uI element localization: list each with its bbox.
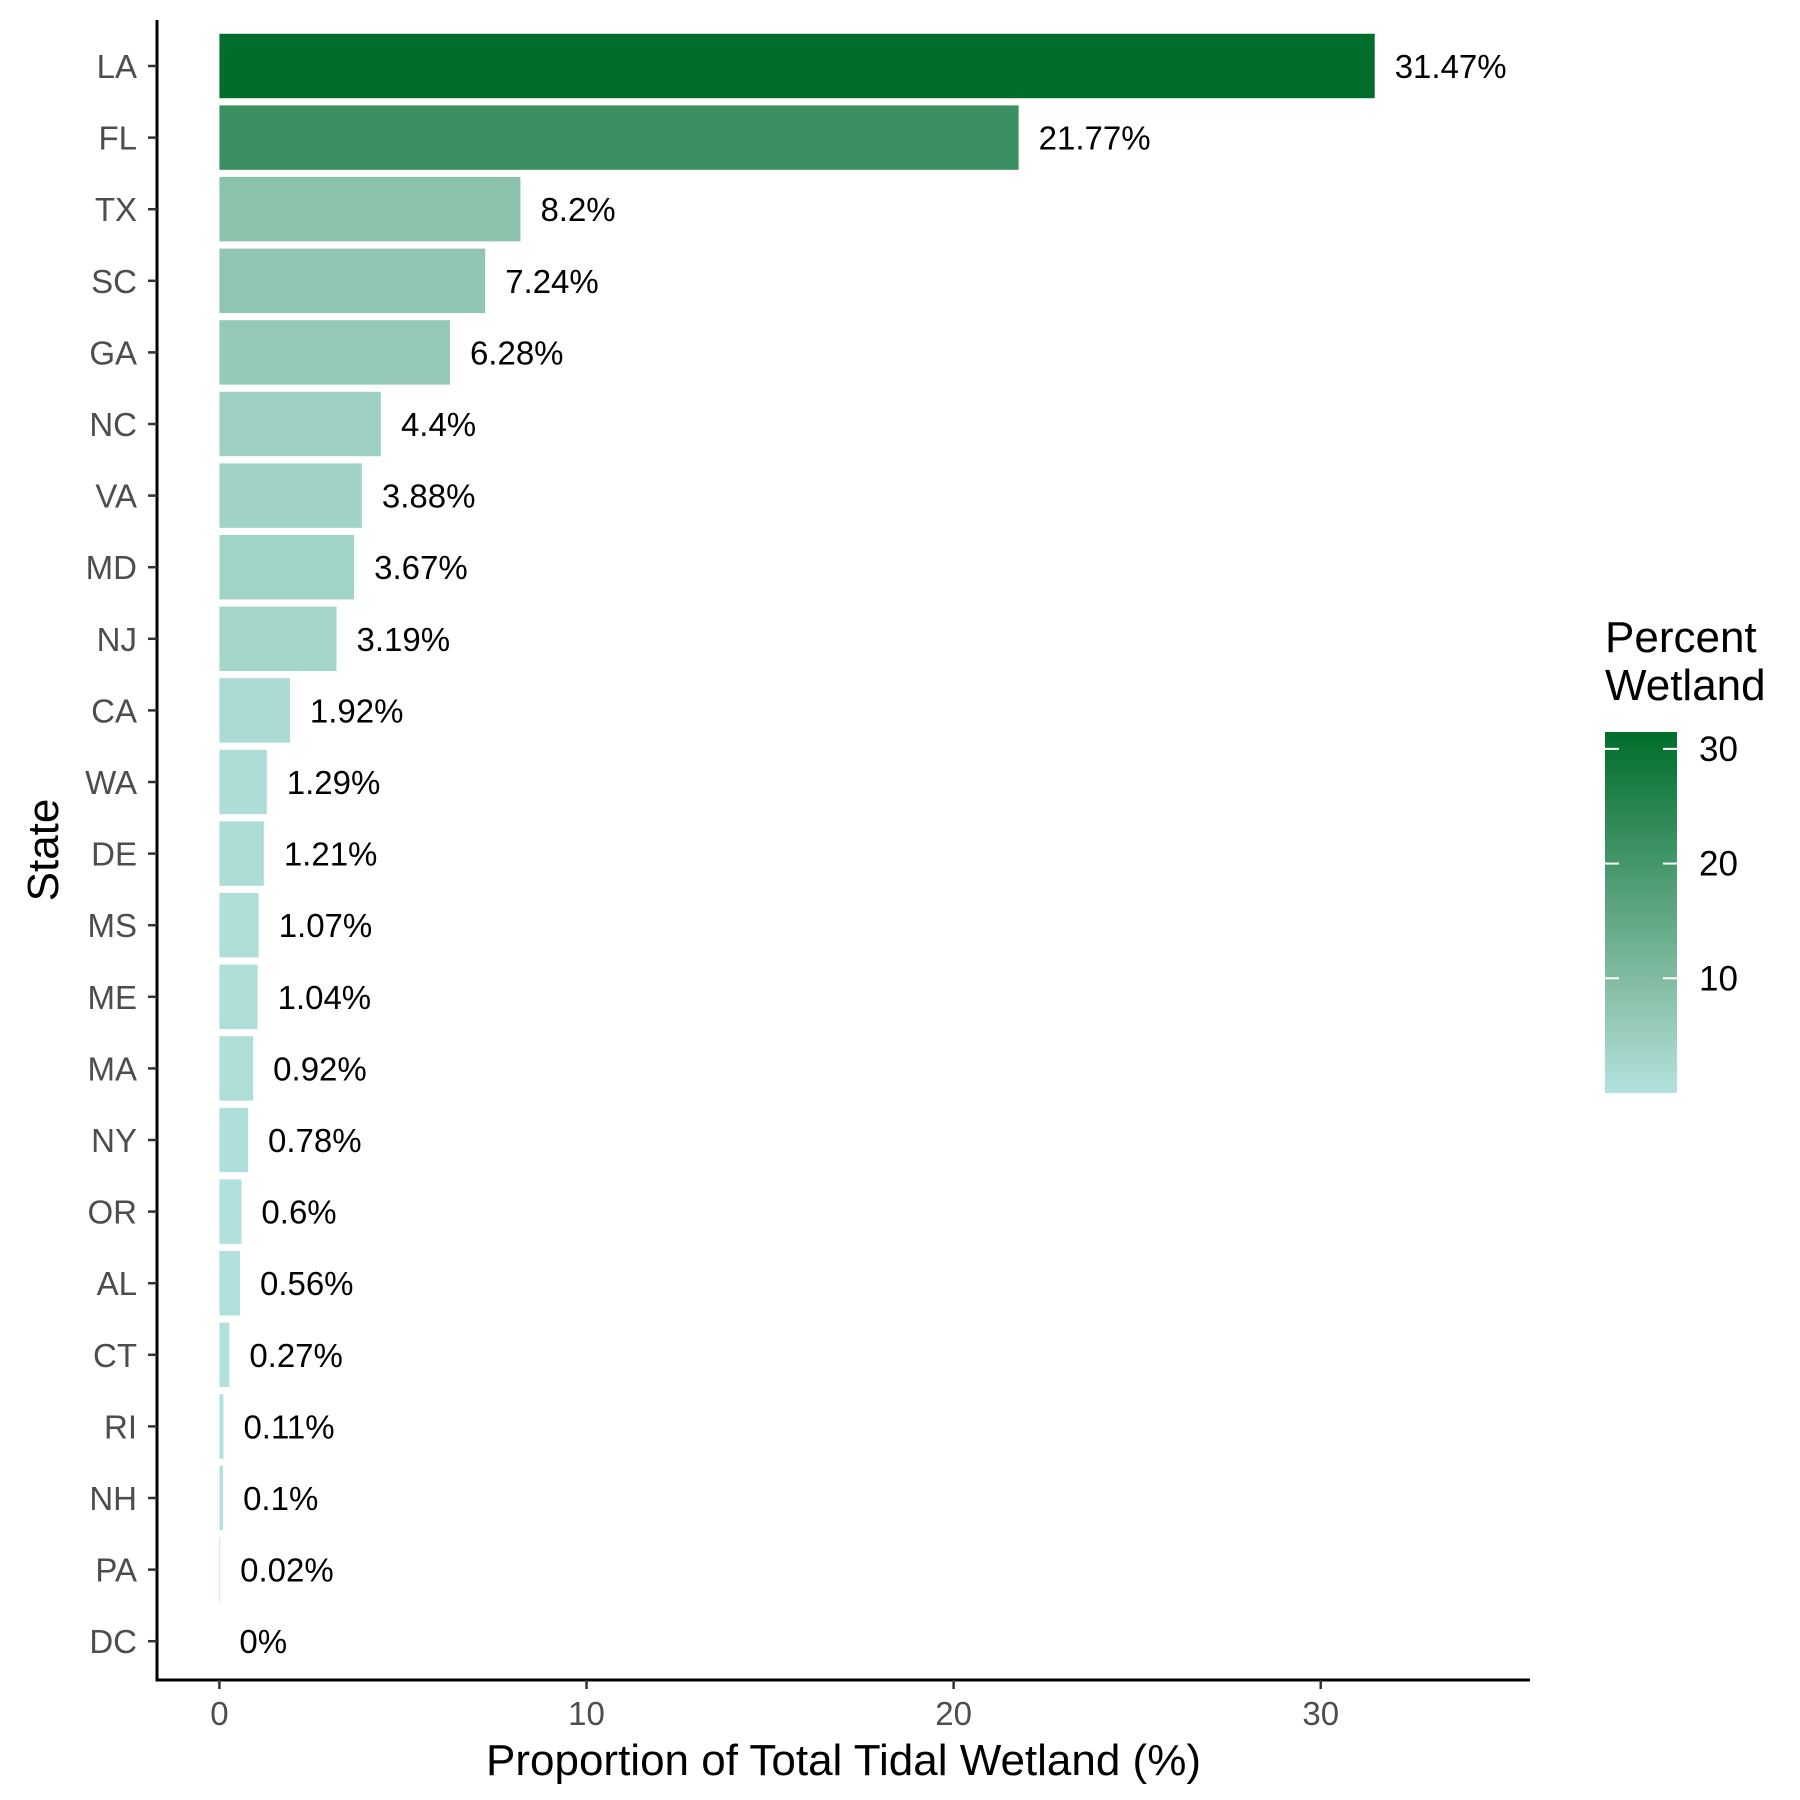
data-label-fl: 21.77% <box>1039 120 1151 157</box>
x-tick-label-30: 30 <box>1302 1695 1339 1732</box>
y-tick-label-tx: TX <box>95 191 137 228</box>
data-label-sc: 7.24% <box>505 263 599 300</box>
bar-al <box>219 1250 240 1316</box>
data-label-ms: 1.07% <box>279 907 373 944</box>
data-label-nj: 3.19% <box>357 621 451 658</box>
bar-ny <box>219 1107 249 1173</box>
data-label-ma: 0.92% <box>273 1050 367 1087</box>
y-tick-label-ct: CT <box>93 1337 137 1374</box>
data-label-or: 0.6% <box>261 1194 336 1231</box>
data-labels-layer: 31.47% 21.77% 8.2% 7.24% 6.28% 4.4% 3.88% 3.67%… <box>239 48 1506 1660</box>
bar-ma <box>219 1036 254 1101</box>
y-tick-label-la: LA <box>97 48 137 85</box>
y-tick-label-ma: MA <box>88 1050 138 1087</box>
data-label-ca: 1.92% <box>310 692 404 729</box>
y-tick-label-de: DE <box>91 836 137 873</box>
legend-title-line-1: Percent <box>1605 613 1757 662</box>
y-tick-label-va: VA <box>95 478 137 515</box>
data-label-ny: 0.78% <box>268 1122 362 1159</box>
x-tick-label-10: 10 <box>568 1695 605 1732</box>
legend-ticks: 10 20 30 <box>1605 730 1738 998</box>
y-tick-label-ga: GA <box>89 334 137 371</box>
bar-nc <box>219 391 381 457</box>
y-tick-label-fl: FL <box>98 120 137 157</box>
data-label-va: 3.88% <box>382 478 476 515</box>
data-label-al: 0.56% <box>260 1265 354 1302</box>
data-label-nh: 0.1% <box>243 1480 318 1517</box>
data-label-tx: 8.2% <box>540 191 615 228</box>
y-tick-label-ms: MS <box>88 907 138 944</box>
data-label-de: 1.21% <box>284 836 378 873</box>
y-tick-label-or: OR <box>88 1194 138 1231</box>
bar-ri <box>219 1394 224 1459</box>
legend: Percent Wetland 10 20 30 <box>1605 613 1766 1093</box>
bar-tx <box>219 176 521 242</box>
data-label-ct: 0.27% <box>249 1337 343 1374</box>
legend-tick-label-30: 30 <box>1699 730 1738 769</box>
bar-or <box>219 1179 242 1244</box>
y-tick-label-nj: NJ <box>97 621 137 658</box>
data-label-md: 3.67% <box>374 549 468 586</box>
bars-layer <box>219 33 1375 1602</box>
legend-title-line-2: Wetland <box>1605 661 1766 710</box>
y-tick-label-sc: SC <box>91 263 137 300</box>
bar-me <box>219 964 258 1030</box>
y-tick-label-al: AL <box>97 1265 137 1302</box>
axes-layer <box>155 20 1530 1682</box>
x-axis-title: Proportion of Total Tidal Wetland (%) <box>486 1736 1201 1785</box>
x-tick-label-20: 20 <box>935 1695 972 1732</box>
bar-ga <box>219 320 450 385</box>
y-tick-label-dc: DC <box>89 1623 137 1660</box>
x-ticks-layer: 0 10 20 30 <box>210 1680 1339 1732</box>
bar-la <box>219 33 1375 99</box>
legend-tick-label-20: 20 <box>1699 845 1738 884</box>
y-tick-label-wa: WA <box>85 764 137 801</box>
data-label-dc: 0% <box>239 1623 287 1660</box>
bar-ct <box>219 1322 230 1388</box>
y-tick-label-md: MD <box>86 549 137 586</box>
y-tick-label-ny: NY <box>91 1122 137 1159</box>
data-label-nc: 4.4% <box>401 406 476 443</box>
data-label-me: 1.04% <box>278 979 372 1016</box>
x-tick-label-0: 0 <box>210 1695 228 1732</box>
bar-sc <box>219 248 486 314</box>
y-axis-title: State <box>19 799 68 902</box>
bar-nh <box>219 1465 224 1531</box>
data-label-ri: 0.11% <box>243 1408 334 1445</box>
y-tick-label-pa: PA <box>95 1552 137 1589</box>
bar-fl <box>219 105 1019 170</box>
y-tick-label-ca: CA <box>91 692 137 729</box>
bar-wa <box>219 749 267 815</box>
y-tick-label-nh: NH <box>89 1480 137 1517</box>
bar-ms <box>219 892 259 958</box>
y-ticks-layer: LA FL TX SC GA NC VA MD NJ CA WA DE MS ME MA NY OR AL CT RI… <box>85 48 157 1660</box>
bar-de <box>219 821 264 886</box>
data-label-ga: 6.28% <box>470 334 564 371</box>
y-tick-label-ri: RI <box>104 1408 137 1445</box>
bar-pa <box>219 1537 221 1602</box>
legend-colorbar <box>1605 732 1677 1093</box>
bar-va <box>219 463 362 528</box>
legend-tick-label-10: 10 <box>1699 959 1738 998</box>
data-label-la: 31.47% <box>1395 48 1507 85</box>
bar-md <box>219 534 355 600</box>
y-tick-label-nc: NC <box>89 406 137 443</box>
data-label-wa: 1.29% <box>287 764 381 801</box>
data-label-pa: 0.02% <box>240 1552 334 1589</box>
bar-nj <box>219 606 337 672</box>
bar-ca <box>219 678 290 743</box>
y-tick-label-me: ME <box>88 979 138 1016</box>
